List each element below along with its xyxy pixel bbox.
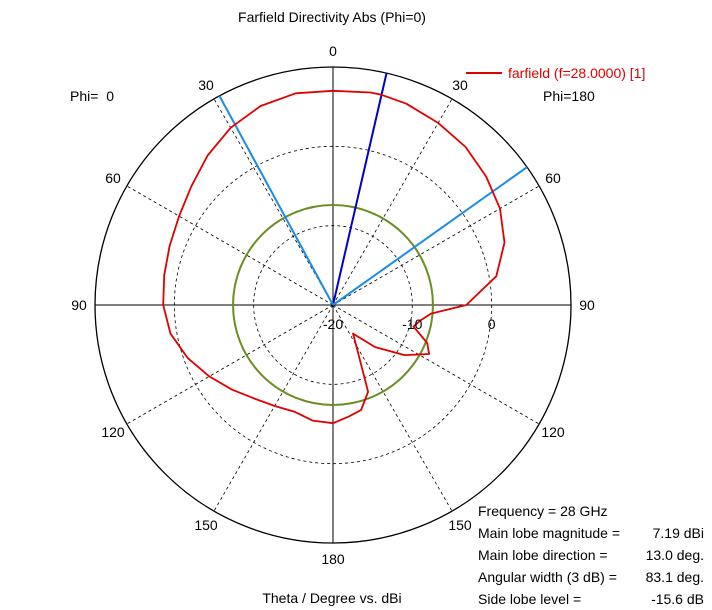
- angle-label: 0: [329, 43, 337, 59]
- antenna-stats-panel: Frequency = 28 GHz Main lobe magnitude =…: [478, 500, 710, 610]
- angle-label: 150: [448, 517, 472, 533]
- stat-side-lobe-level-value: -15.6 dB: [651, 591, 704, 607]
- direction-markers: [218, 72, 528, 306]
- grid-spoke: [332, 98, 453, 306]
- grid-spoke: [332, 304, 453, 512]
- angle-label: 90: [579, 297, 595, 313]
- angle-label: 120: [541, 424, 565, 440]
- radial-tick-label: -20: [323, 316, 343, 332]
- stat-frequency-text: Frequency = 28 GHz: [478, 503, 608, 519]
- series-line-farfield: [162, 89, 506, 425]
- reference-circle: [232, 204, 434, 406]
- stat-main-lobe-direction: Main lobe direction = 13.0 deg.: [478, 544, 710, 566]
- main-lobe-direction-line: [332, 72, 388, 306]
- grid-spoke: [126, 304, 334, 425]
- stat-angular-width-label: Angular width (3 dB) =: [478, 569, 617, 585]
- grid-circle: [173, 145, 493, 465]
- legend-entry: farfield (f=28.0000) [1]: [508, 65, 645, 81]
- chart-title: Farfield Directivity Abs (Phi=0): [238, 9, 426, 25]
- series-layer: [162, 89, 506, 425]
- grid-spoke: [332, 304, 540, 425]
- angle-label: 60: [105, 170, 121, 186]
- angle-label: 60: [545, 170, 561, 186]
- stat-main-lobe-direction-label: Main lobe direction =: [478, 547, 608, 563]
- stat-main-lobe-direction-value: 13.0 deg.: [645, 547, 704, 563]
- grid-circle: [253, 225, 413, 385]
- half-power-line: [332, 166, 528, 306]
- radial-tick-label: 0: [488, 316, 496, 332]
- phi-right-label: Phi=180: [543, 88, 595, 104]
- stat-main-lobe-magnitude-label: Main lobe magnitude =: [478, 525, 621, 541]
- radial-tick-labels: -20 -10 0: [323, 316, 496, 332]
- stat-main-lobe-magnitude-value: 7.19 dBi: [652, 525, 704, 541]
- reference-circle-layer: [232, 204, 434, 406]
- angle-label: 30: [198, 77, 214, 93]
- stat-frequency: Frequency = 28 GHz: [478, 500, 710, 522]
- grid-spoke: [213, 304, 334, 512]
- stat-side-lobe-level: Side lobe level = -15.6 dB: [478, 588, 710, 610]
- angle-labels: 0 30 60 90 120 150 180 30 60 90 120 150: [71, 43, 595, 567]
- radial-tick-label: -10: [402, 316, 422, 332]
- half-power-line: [218, 95, 334, 306]
- grid-spoke: [213, 98, 334, 306]
- angle-label: 180: [321, 551, 345, 567]
- angle-label: 30: [452, 77, 468, 93]
- stat-main-lobe-magnitude: Main lobe magnitude = 7.19 dBi: [478, 522, 710, 544]
- grid-spoke: [126, 185, 334, 306]
- legend: farfield (f=28.0000) [1]: [466, 65, 645, 81]
- phi-left-label: Phi= 0: [70, 88, 114, 104]
- x-axis-label: Theta / Degree vs. dBi: [262, 590, 401, 606]
- angle-label: 120: [101, 424, 125, 440]
- grid-spoke: [332, 185, 540, 306]
- stat-angular-width-value: 83.1 deg.: [645, 569, 704, 585]
- angle-label: 150: [194, 517, 218, 533]
- stat-side-lobe-level-label: Side lobe level =: [478, 591, 582, 607]
- angle-label: 90: [71, 297, 87, 313]
- stat-angular-width: Angular width (3 dB) = 83.1 deg.: [478, 566, 710, 588]
